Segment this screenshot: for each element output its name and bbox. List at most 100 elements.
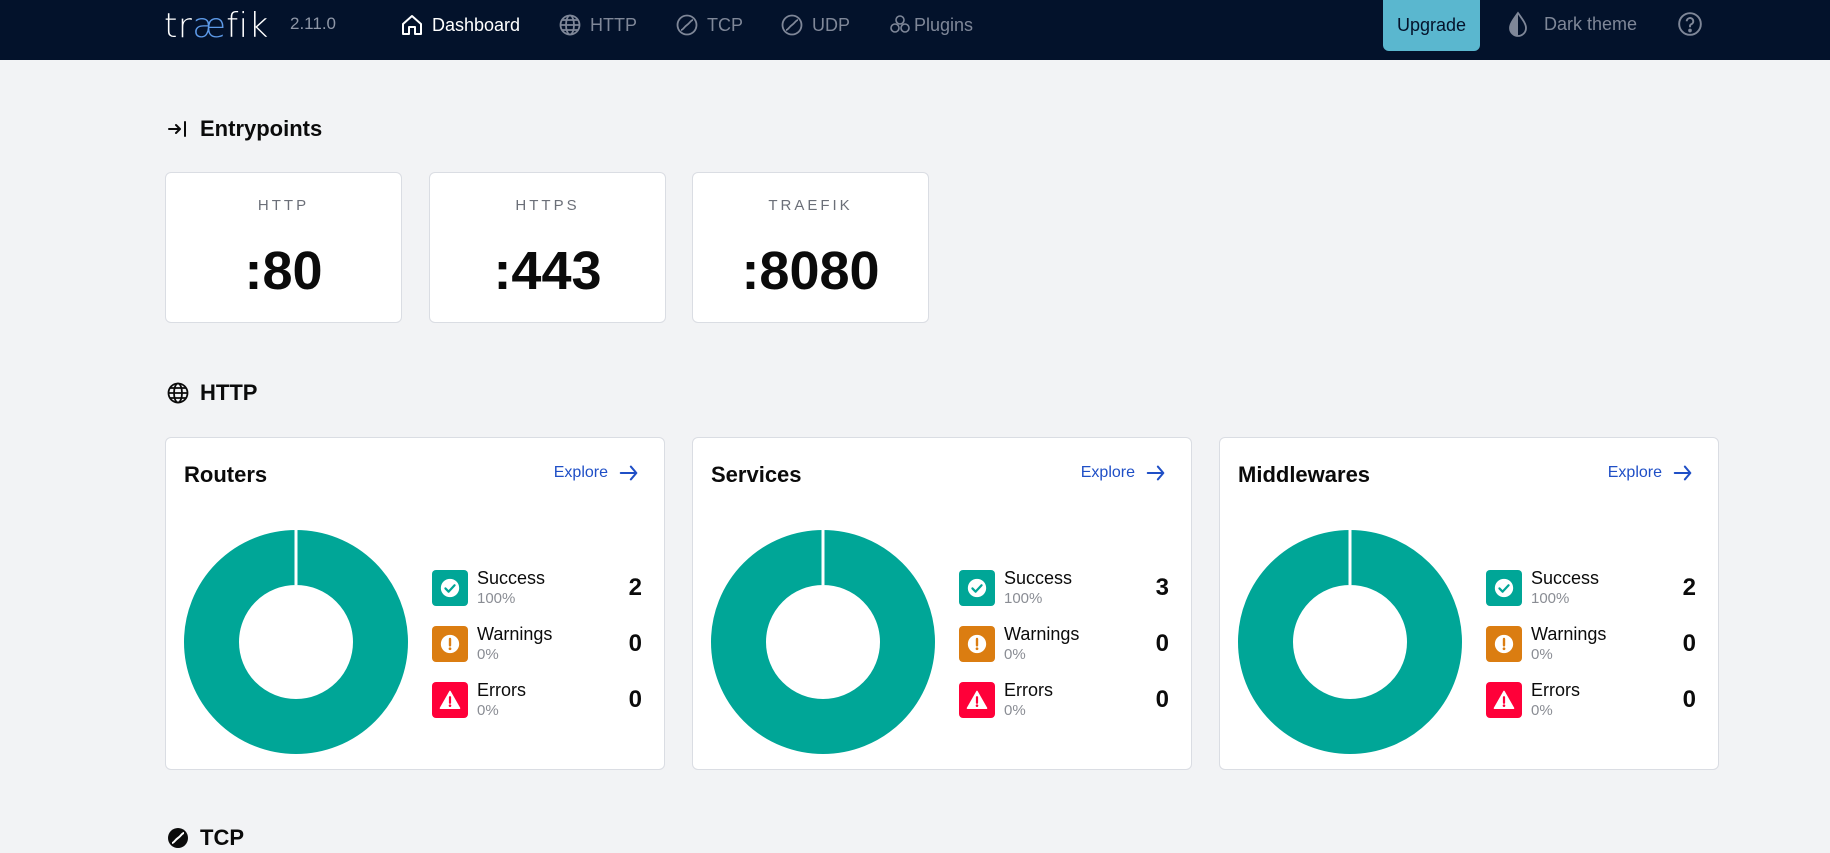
top-navbar: træfik 2.11.0 Dashboard HTTP TCP UDP Plu… (0, 0, 1830, 60)
entrypoints-section-title: Entrypoints (166, 116, 322, 142)
udp-icon (781, 14, 803, 36)
legend-count: 0 (1155, 630, 1169, 657)
home-icon (402, 15, 422, 35)
legend-percent: 100% (1531, 590, 1570, 607)
globe-icon (167, 382, 189, 404)
droplet-icon (1509, 11, 1527, 37)
legend-count: 0 (1682, 630, 1696, 657)
check-circle-icon (967, 578, 987, 598)
traefik-logo[interactable]: træfik (164, 6, 269, 46)
plugins-icon (890, 15, 910, 33)
nav-udp[interactable]: UDP (780, 12, 850, 38)
warnings-badge (959, 626, 995, 662)
arrow-right-icon (619, 465, 638, 481)
card-title: Services (711, 462, 802, 487)
middlewares-card: Middlewares Explore Success 100% 2 Warnings 0%… (1219, 437, 1719, 770)
nav-tcp[interactable]: TCP (675, 12, 743, 38)
legend-warnings: Warnings 0% 0 (1486, 622, 1696, 664)
warnings-badge (432, 626, 468, 662)
entrypoint-name: TRAEFIK (768, 197, 853, 214)
card-title: Routers (184, 462, 268, 487)
exclamation-circle-icon (967, 634, 987, 654)
warning-triangle-icon (966, 690, 988, 709)
nav-http[interactable]: HTTP (558, 12, 637, 38)
legend-count: 0 (628, 686, 642, 713)
check-circle-icon (1494, 578, 1514, 598)
upgrade-button[interactable]: Upgrade (1383, 0, 1480, 51)
legend-success: Success 100% 2 (1486, 566, 1696, 608)
entrypoint-name: HTTPS (515, 197, 580, 214)
legend-label: Errors (1004, 680, 1053, 700)
tcp-section-title: TCP (166, 825, 244, 851)
explore-link[interactable]: Explore (1608, 462, 1694, 484)
legend-count: 0 (1682, 686, 1696, 713)
legend-count: 2 (628, 574, 642, 601)
legend-percent: 0% (1004, 646, 1026, 663)
errors-badge (432, 682, 468, 718)
legend-label: Warnings (1531, 624, 1607, 644)
legend-count: 0 (1155, 686, 1169, 713)
entrypoint-card[interactable]: HTTP :80 (165, 172, 402, 323)
legend-percent: 0% (1531, 646, 1553, 663)
status-donut-chart[interactable] (1238, 530, 1462, 754)
warning-triangle-icon (439, 690, 461, 709)
legend-label: Errors (1531, 680, 1580, 700)
arrow-right-icon (1673, 465, 1692, 481)
legend-errors: Errors 0% 0 (432, 678, 642, 720)
legend-errors: Errors 0% 0 (959, 678, 1169, 720)
tcp-icon (168, 828, 188, 848)
exclamation-circle-icon (1494, 634, 1514, 654)
nav-plugins[interactable]: Plugins (888, 12, 973, 38)
arrow-right-icon (1146, 465, 1165, 481)
legend-percent: 0% (477, 646, 499, 663)
legend-success: Success 100% 3 (959, 566, 1169, 608)
sign-in-icon (168, 121, 186, 137)
tcp-icon (676, 14, 698, 36)
entrypoint-port: :8080 (741, 241, 880, 301)
nav-dashboard[interactable]: Dashboard (400, 12, 520, 38)
legend-label: Warnings (477, 624, 553, 644)
legend-warnings: Warnings 0% 0 (432, 622, 642, 664)
success-badge (432, 570, 468, 606)
success-badge (959, 570, 995, 606)
warnings-badge (1486, 626, 1522, 662)
dark-theme-toggle[interactable]: Dark theme (1506, 10, 1637, 38)
entrypoint-card[interactable]: HTTPS :443 (429, 172, 666, 323)
legend-label: Success (1531, 568, 1600, 588)
services-card: Services Explore Success 100% 3 Warnings 0% 0 Er… (692, 437, 1192, 770)
warning-triangle-icon (1493, 690, 1515, 709)
entrypoint-port: :80 (244, 241, 323, 301)
entrypoint-port: :443 (493, 241, 602, 301)
success-badge (1486, 570, 1522, 606)
entrypoint-name: HTTP (257, 197, 310, 214)
check-circle-icon (440, 578, 460, 598)
help-icon[interactable] (1677, 11, 1703, 37)
legend-percent: 0% (1531, 702, 1553, 719)
legend-count: 0 (628, 630, 642, 657)
explore-link[interactable]: Explore (1081, 462, 1167, 484)
legend-count: 3 (1155, 574, 1169, 601)
legend-count: 2 (1682, 574, 1696, 601)
legend-label: Errors (477, 680, 526, 700)
errors-badge (959, 682, 995, 718)
legend-warnings: Warnings 0% 0 (959, 622, 1169, 664)
legend-percent: 100% (1004, 590, 1043, 607)
legend-percent: 100% (477, 590, 516, 607)
legend-success: Success 100% 2 (432, 566, 642, 608)
explore-link[interactable]: Explore (554, 462, 640, 484)
legend-percent: 0% (1004, 702, 1026, 719)
http-section-title: HTTP (166, 380, 257, 406)
version-label: 2.11.0 (290, 14, 337, 33)
routers-card: Routers Explore Success 100% 2 Warnings 0% 0 Err… (165, 437, 665, 770)
legend-label: Success (477, 568, 546, 588)
card-title: Middlewares (1238, 462, 1371, 487)
legend-label: Success (1004, 568, 1073, 588)
legend-label: Warnings (1004, 624, 1080, 644)
entrypoint-card[interactable]: TRAEFIK :8080 (692, 172, 929, 323)
errors-badge (1486, 682, 1522, 718)
legend-errors: Errors 0% 0 (1486, 678, 1696, 720)
status-donut-chart[interactable] (711, 530, 935, 754)
status-donut-chart[interactable] (184, 530, 408, 754)
globe-icon (559, 14, 581, 36)
legend-percent: 0% (477, 702, 499, 719)
